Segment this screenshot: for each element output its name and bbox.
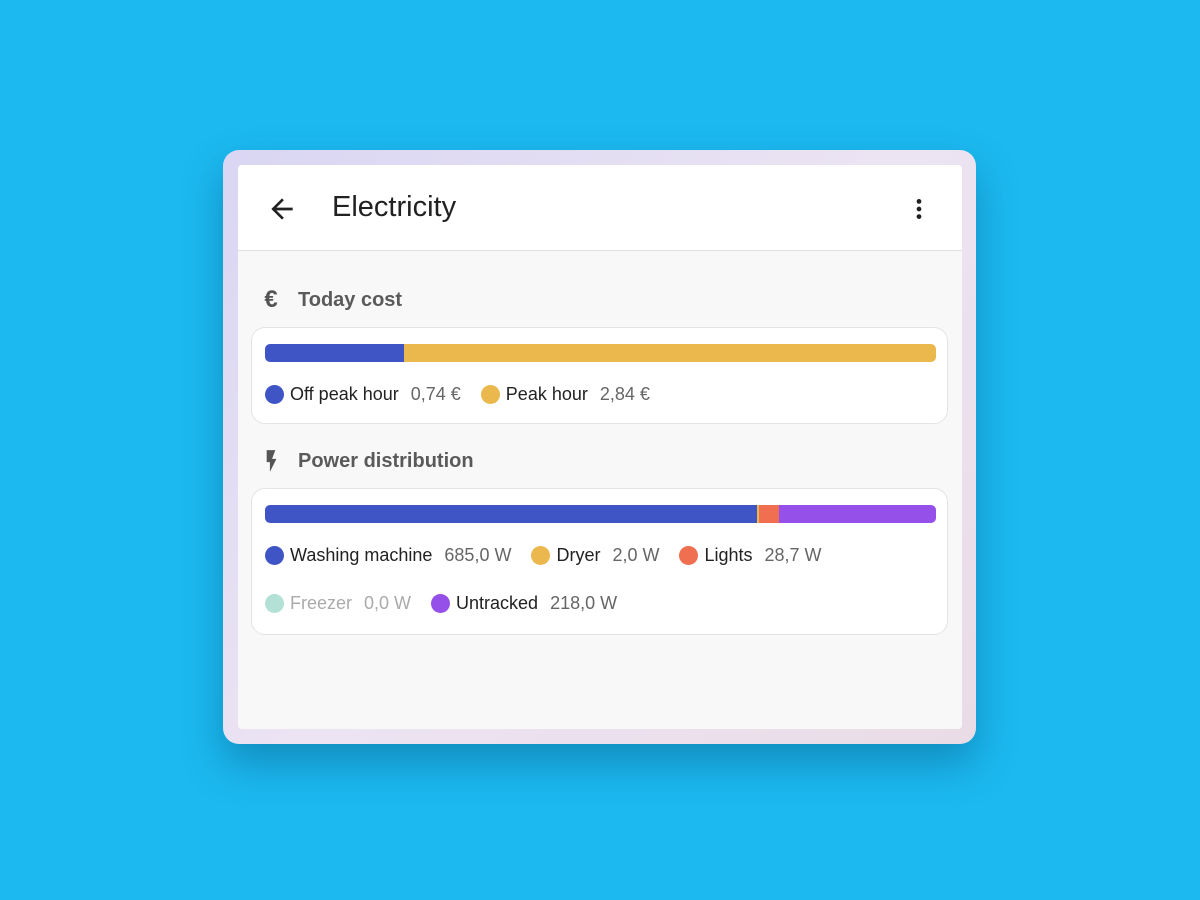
legend-label: Peak hour — [505, 384, 588, 404]
power-bar — [265, 505, 936, 523]
power-legend: Washing machine 685,0 W Dryer 2,0 W Lights 28… — [265, 545, 822, 566]
bar-segment-off-peak-hour — [265, 344, 404, 362]
header: Electricity — [238, 165, 962, 251]
legend-dot — [265, 546, 284, 565]
bar-segment-untracked — [779, 505, 936, 523]
legend-label: Off peak hour — [290, 384, 399, 404]
today-cost-card: Off peak hour 0,74 € Peak hour 2,84 € — [251, 327, 948, 424]
section-title: Today cost — [298, 288, 403, 311]
today-cost-heading: € Today cost — [258, 286, 403, 313]
power-distribution-heading: Power distribution — [258, 448, 474, 474]
flash-icon — [266, 450, 277, 472]
bar-segment-dryer — [757, 505, 759, 523]
legend-item-untracked[interactable]: Untracked 218,0 W — [431, 593, 617, 614]
legend-item-dryer[interactable]: Dryer 2,0 W — [531, 545, 659, 566]
euro-icon: € — [264, 286, 278, 313]
bar-segment-washing-machine — [265, 505, 758, 523]
app-window: Electricity € Today cost Off peak hour 0,… — [238, 165, 962, 729]
bar-segment-lights — [758, 505, 780, 523]
legend-label: Lights — [704, 545, 753, 565]
legend-label: Untracked — [456, 593, 539, 613]
legend-dot — [679, 546, 699, 565]
legend-value: 0,0 W — [364, 593, 412, 613]
legend-value: 0,74 € — [410, 384, 461, 404]
legend-item-freezer[interactable]: Freezer 0,0 W — [265, 593, 411, 614]
legend-item-lights[interactable]: Lights 28,7 W — [679, 545, 822, 566]
legend-dot — [431, 594, 451, 613]
legend-label: Washing machine — [290, 545, 433, 565]
bar-segment-peak-hour — [403, 344, 936, 362]
arrow-left-icon[interactable] — [266, 193, 298, 225]
page-title: Electricity — [332, 191, 457, 223]
legend-item-washing-machine[interactable]: Washing machine 685,0 W — [265, 545, 511, 566]
legend-item-off-peak-hour[interactable]: Off peak hour 0,74 € — [265, 384, 461, 405]
section-title: Power distribution — [298, 449, 474, 472]
legend-value: 2,0 W — [612, 545, 660, 565]
legend-value: 685,0 W — [444, 545, 512, 565]
legend-value: 218,0 W — [550, 593, 618, 613]
legend-dot — [531, 546, 551, 565]
legend-item-peak-hour[interactable]: Peak hour 2,84 € — [480, 384, 650, 405]
legend-dot — [265, 385, 284, 404]
cost-bar — [265, 344, 936, 362]
legend-dot — [265, 594, 284, 613]
dots-vertical-icon[interactable] — [906, 193, 932, 225]
legend-dot — [480, 385, 500, 404]
power-legend: Freezer 0,0 W Untracked 218,0 W — [265, 593, 617, 614]
window-frame: Electricity € Today cost Off peak hour 0,… — [223, 150, 976, 744]
cost-legend: Off peak hour 0,74 € Peak hour 2,84 € — [265, 384, 650, 405]
legend-label: Dryer — [556, 545, 601, 565]
legend-value: 2,84 € — [599, 384, 650, 404]
legend-value: 28,7 W — [764, 545, 822, 565]
legend-label: Freezer — [290, 593, 353, 613]
power-distribution-card: Washing machine 685,0 W Dryer 2,0 W Lights 28… — [251, 488, 948, 635]
